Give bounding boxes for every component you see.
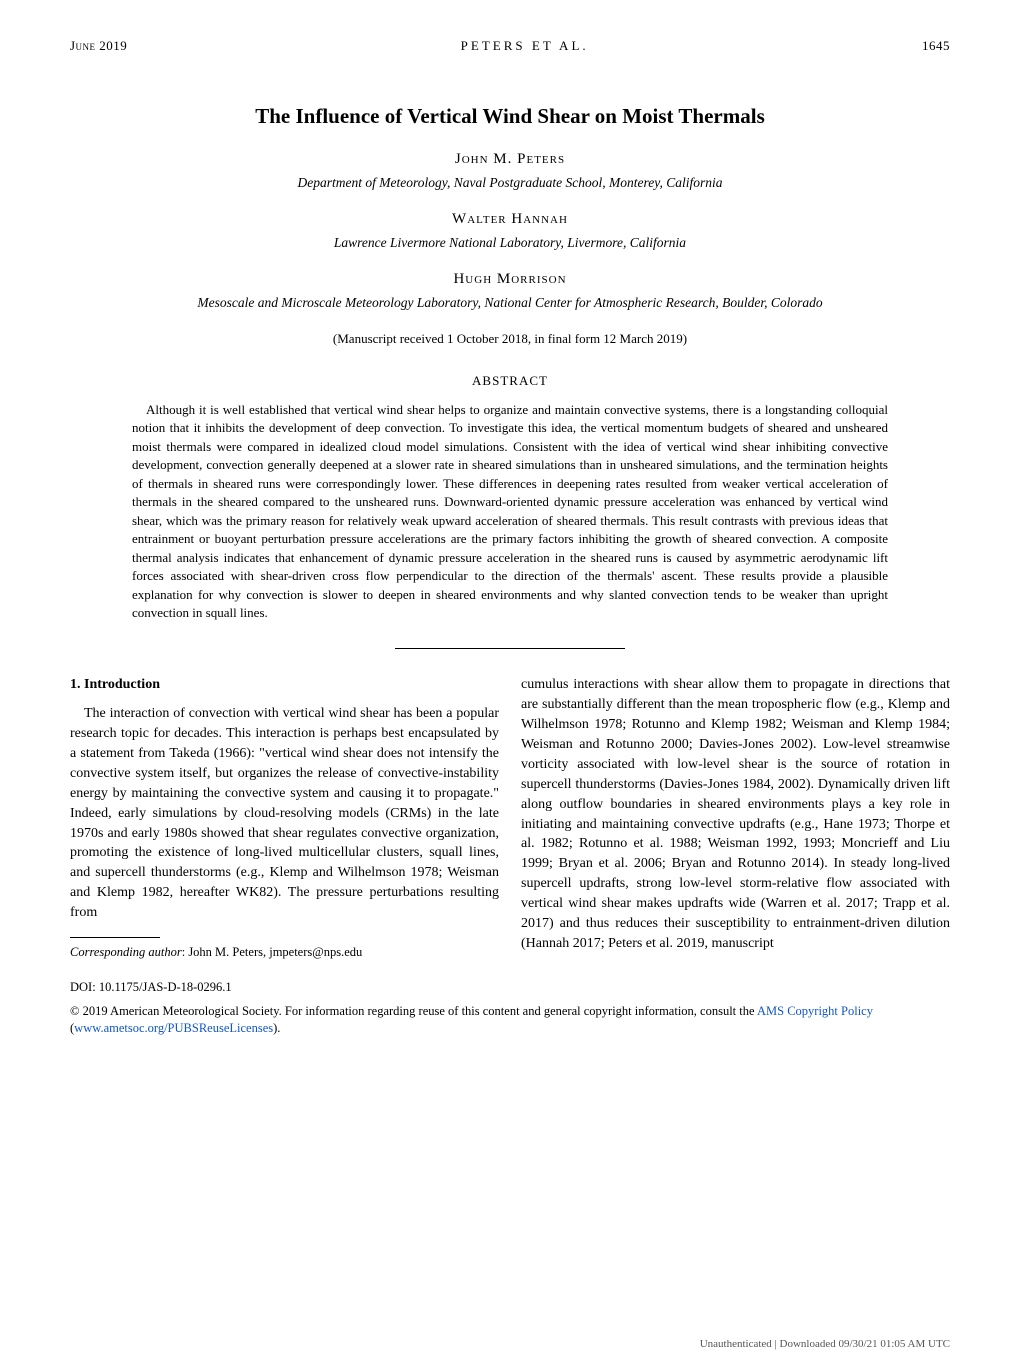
abstract-text: Although it is well established that ver… [70,401,950,622]
footnote-rule [70,937,160,938]
corresponding-label: Corresponding author [70,945,182,959]
manuscript-dates: (Manuscript received 1 October 2018, in … [70,331,950,347]
article-title: The Influence of Vertical Wind Shear on … [70,104,950,129]
copyright-line: © 2019 American Meteorological Society. … [70,1003,950,1037]
right-column: cumulus interactions with shear allow th… [521,675,950,961]
intro-right-para: cumulus interactions with shear allow th… [521,675,950,953]
author-affiliation-2: Lawrence Livermore National Laboratory, … [70,235,950,251]
intro-left-para: The interaction of convection with verti… [70,704,499,923]
author-name-3: Hugh Morrison [70,271,950,288]
author-name-1: John M. Peters [70,151,950,168]
download-footer: Unauthenticated | Downloaded 09/30/21 01… [700,1338,950,1350]
corresponding-author: Corresponding author: John M. Peters, jm… [70,944,499,962]
header-page: 1645 [922,38,950,54]
corresponding-person: John M. Peters, jmpeters@nps.edu [188,945,362,959]
copyright-link-2[interactable]: www.ametsoc.org/PUBSReuseLicenses [74,1021,273,1035]
abstract-heading: ABSTRACT [70,373,950,389]
abstract-divider [395,648,625,649]
copyright-prefix: © 2019 American Meteorological Society. … [70,1004,757,1018]
running-header: June 2019 PETERS ET AL. 1645 [70,38,950,54]
copyright-suffix: ). [273,1021,280,1035]
author-affiliation-1: Department of Meteorology, Naval Postgra… [70,175,950,191]
doi: DOI: 10.1175/JAS-D-18-0296.1 [70,980,950,995]
section-heading: 1. Introduction [70,675,499,695]
body-columns: 1. Introduction The interaction of conve… [70,675,950,961]
left-column: 1. Introduction The interaction of conve… [70,675,499,961]
author-affiliation-3: Mesoscale and Microscale Meteorology Lab… [70,295,950,311]
copyright-link-1[interactable]: AMS Copyright Policy [757,1004,873,1018]
header-date: June 2019 [70,38,127,54]
header-authors: PETERS ET AL. [461,38,589,54]
author-name-2: Walter Hannah [70,211,950,228]
